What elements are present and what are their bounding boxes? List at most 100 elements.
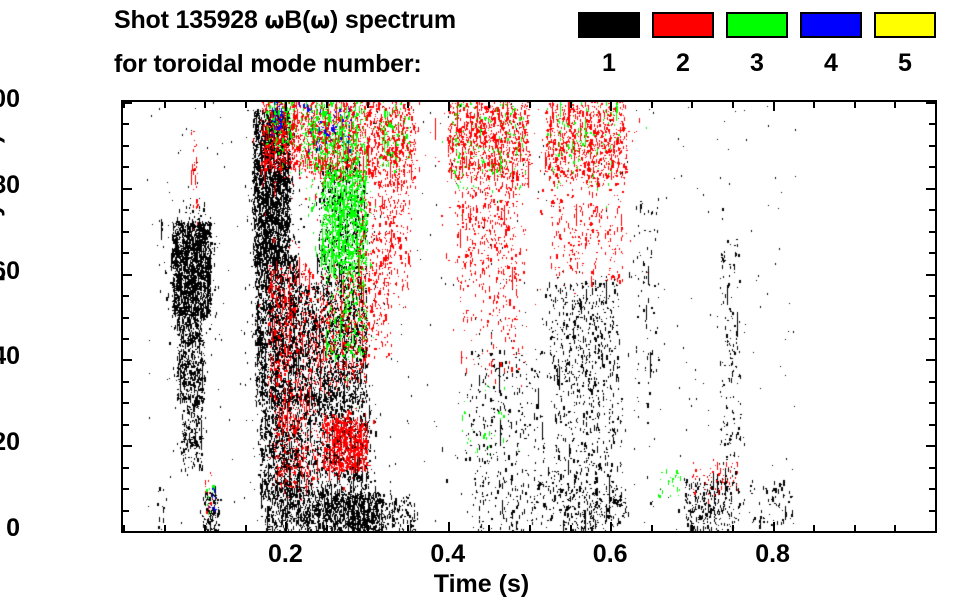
legend-item-2[interactable]: 2 bbox=[652, 12, 714, 76]
legend-swatch-3 bbox=[726, 12, 788, 38]
figure-title-line-1: Shot 135928 ωB(ω) spectrum bbox=[114, 6, 456, 35]
x-tick-minor-0.25 bbox=[326, 525, 328, 531]
y-tick-minor-85 bbox=[123, 166, 129, 169]
y-axis-title: Frequency (kHz) bbox=[0, 134, 6, 330]
y-tick-right-minor-45 bbox=[929, 337, 935, 340]
y-tick-major-0 bbox=[123, 531, 132, 533]
x-tick-top-major-0.4 bbox=[447, 102, 450, 111]
x-tick-top-minor-0.15 bbox=[244, 102, 247, 108]
y-tick-minor-15 bbox=[123, 466, 129, 469]
plot-area bbox=[121, 100, 937, 533]
y-tick-label-80: 80 bbox=[0, 170, 20, 199]
y-tick-right-minor-25 bbox=[929, 423, 935, 426]
x-tick-top-major-0.2 bbox=[285, 102, 288, 111]
x-tick-top-minor-0 bbox=[123, 102, 125, 108]
y-tick-minor-65 bbox=[123, 252, 129, 255]
y-tick-label-60: 60 bbox=[0, 256, 20, 285]
y-tick-right-minor-75 bbox=[929, 209, 935, 212]
y-tick-minor-45 bbox=[123, 337, 129, 340]
legend-item-5[interactable]: 5 bbox=[874, 12, 936, 76]
legend-label-5: 5 bbox=[898, 49, 912, 77]
x-tick-major-0.2 bbox=[285, 522, 288, 531]
figure-title-line-2: for toroidal mode number: bbox=[114, 50, 422, 78]
y-tick-right-major-20 bbox=[926, 445, 935, 448]
legend-label-1: 1 bbox=[602, 49, 616, 77]
y-tick-minor-95 bbox=[123, 123, 129, 126]
y-tick-right-minor-95 bbox=[929, 123, 935, 126]
x-tick-minor-0.35 bbox=[407, 525, 410, 531]
y-tick-major-40 bbox=[123, 359, 132, 362]
legend-swatch-4 bbox=[800, 12, 862, 38]
y-tick-minor-30 bbox=[123, 402, 129, 405]
y-tick-right-minor-35 bbox=[929, 380, 935, 383]
y-tick-right-major-40 bbox=[926, 359, 935, 362]
x-tick-label-0.2: 0.2 bbox=[268, 540, 303, 568]
y-tick-label-20: 20 bbox=[0, 428, 20, 457]
y-tick-right-major-60 bbox=[926, 273, 935, 276]
x-tick-top-minor-0.35 bbox=[407, 102, 410, 108]
x-tick-top-minor-0.9 bbox=[853, 102, 856, 108]
x-axis-title: Time (s) bbox=[433, 570, 530, 598]
x-tick-minor-0.65 bbox=[650, 525, 653, 531]
y-tick-label-100: 100 bbox=[0, 85, 20, 113]
x-tick-top-minor-0.1 bbox=[204, 102, 207, 108]
spectrogram-canvas bbox=[123, 102, 935, 531]
y-tick-minor-75 bbox=[123, 209, 129, 212]
y-tick-right-minor-50 bbox=[929, 316, 935, 319]
y-tick-right-major-0 bbox=[926, 531, 935, 533]
legend-item-3[interactable]: 3 bbox=[726, 12, 788, 76]
legend-swatch-5 bbox=[874, 12, 936, 38]
y-tick-right-minor-65 bbox=[929, 252, 935, 255]
x-tick-minor-0.15 bbox=[244, 525, 247, 531]
legend-swatch-2 bbox=[652, 12, 714, 38]
y-tick-right-minor-10 bbox=[929, 488, 935, 491]
omega-symbol-2: ω bbox=[310, 8, 331, 34]
x-tick-top-minor-0.3 bbox=[366, 102, 369, 108]
legend-label-2: 2 bbox=[676, 49, 690, 77]
x-tick-top-minor-0.5 bbox=[529, 102, 531, 108]
y-tick-minor-5 bbox=[123, 509, 129, 512]
x-tick-minor-0.9 bbox=[853, 525, 856, 531]
legend-item-1[interactable]: 1 bbox=[578, 12, 640, 76]
x-tick-label-0.4: 0.4 bbox=[430, 540, 466, 568]
x-tick-minor-0.55 bbox=[569, 525, 572, 531]
x-tick-minor-0.1 bbox=[204, 525, 207, 531]
x-tick-top-minor-0.85 bbox=[813, 102, 816, 108]
y-tick-minor-90 bbox=[123, 144, 129, 147]
y-tick-right-minor-85 bbox=[929, 166, 935, 169]
y-tick-right-minor-15 bbox=[929, 466, 935, 469]
x-tick-minor-0 bbox=[123, 525, 125, 531]
x-tick-top-minor-0.7 bbox=[691, 102, 694, 108]
x-tick-top-major-0.6 bbox=[610, 102, 613, 111]
title-prefix: Shot 135928 bbox=[114, 6, 265, 34]
legend-label-4: 4 bbox=[824, 49, 838, 77]
x-tick-minor-0.45 bbox=[488, 525, 491, 531]
y-tick-right-minor-90 bbox=[929, 144, 935, 147]
legend: 1 2 3 4 5 bbox=[578, 12, 948, 90]
y-tick-major-20 bbox=[123, 445, 132, 448]
legend-label-3: 3 bbox=[750, 49, 764, 77]
y-tick-minor-25 bbox=[123, 423, 129, 426]
y-tick-minor-10 bbox=[123, 488, 129, 491]
title-mid: B( bbox=[284, 6, 311, 34]
y-tick-major-60 bbox=[123, 273, 132, 276]
x-tick-major-0.4 bbox=[447, 522, 450, 531]
x-tick-top-major-0.8 bbox=[772, 102, 775, 111]
y-tick-label-40: 40 bbox=[0, 342, 20, 371]
x-tick-minor-0.95 bbox=[894, 525, 897, 531]
x-tick-top-minor-0.75 bbox=[732, 102, 734, 108]
x-tick-top-minor-0.65 bbox=[650, 102, 653, 108]
x-tick-minor-0.3 bbox=[366, 525, 369, 531]
y-tick-major-100 bbox=[123, 102, 132, 104]
x-tick-minor-0.75 bbox=[732, 525, 734, 531]
x-tick-top-minor-0.95 bbox=[894, 102, 897, 108]
x-tick-major-0.8 bbox=[772, 522, 775, 531]
y-tick-label-0: 0 bbox=[6, 514, 20, 542]
x-tick-major-0.6 bbox=[610, 522, 613, 531]
y-tick-right-minor-5 bbox=[929, 509, 935, 512]
x-tick-minor-1 bbox=[935, 525, 937, 531]
legend-item-4[interactable]: 4 bbox=[800, 12, 862, 76]
x-tick-minor-0.05 bbox=[163, 525, 166, 531]
y-tick-minor-70 bbox=[123, 230, 129, 233]
